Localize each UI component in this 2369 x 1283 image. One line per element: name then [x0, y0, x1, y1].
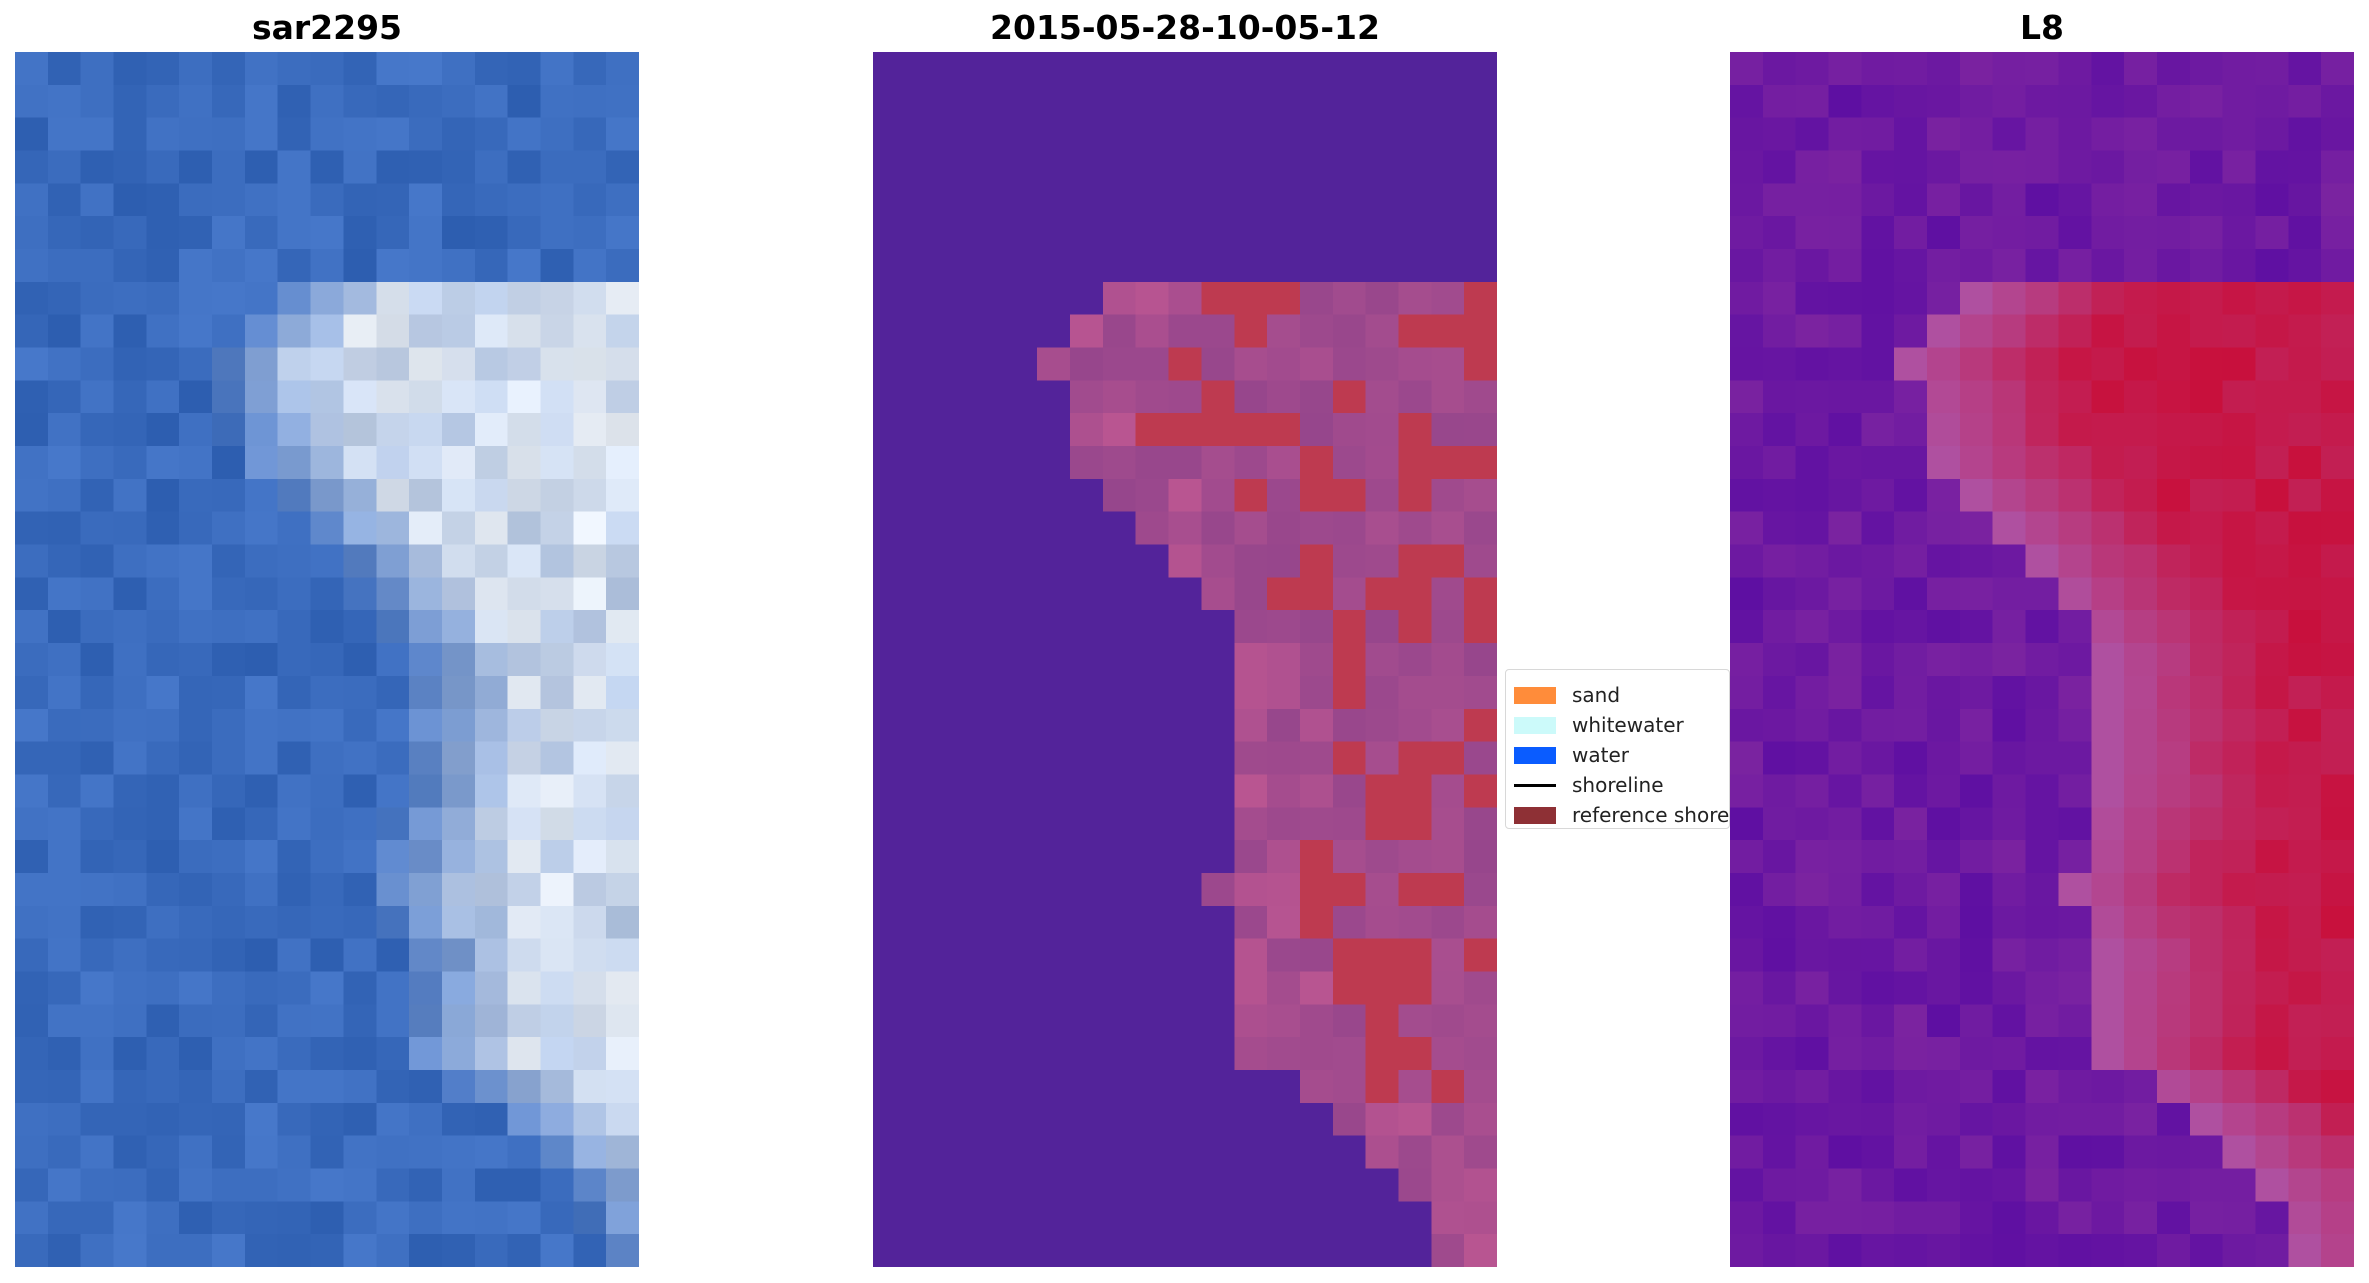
legend-item-reference-shoreline: reference shoreline	[1514, 800, 1730, 828]
l8-index-image	[1730, 52, 2354, 1267]
shoreline-swatch	[1514, 783, 1556, 787]
sar-rgb-image	[15, 52, 639, 1267]
classification-canvas	[873, 52, 1497, 1267]
legend-item-shoreline: shoreline	[1514, 770, 1729, 800]
legend-item-sand: sand	[1514, 680, 1729, 710]
legend-item-whitewater: whitewater	[1514, 710, 1729, 740]
legend-label-shoreline: shoreline	[1572, 773, 1664, 797]
legend-label-reference-shoreline: reference shoreline	[1572, 803, 1730, 827]
reference-shoreline-swatch	[1514, 806, 1556, 824]
water-swatch	[1514, 746, 1556, 764]
legend-label-sand: sand	[1572, 683, 1621, 707]
classification-image	[873, 52, 1497, 1267]
sand-swatch	[1514, 686, 1556, 704]
panel-title-l8: L8	[2020, 8, 2064, 47]
sar-rgb-canvas	[15, 52, 639, 1267]
legend-item-water: water	[1514, 740, 1729, 770]
legend-label-whitewater: whitewater	[1572, 713, 1684, 737]
legend: sand whitewater water shoreline referenc…	[1505, 669, 1730, 829]
l8-index-canvas	[1730, 52, 2354, 1267]
panel-title-sar: sar2295	[251, 8, 403, 47]
panel-title-classification: 2015-05-28-10-05-12	[990, 8, 1380, 47]
legend-label-water: water	[1572, 743, 1629, 767]
whitewater-swatch	[1514, 716, 1556, 734]
